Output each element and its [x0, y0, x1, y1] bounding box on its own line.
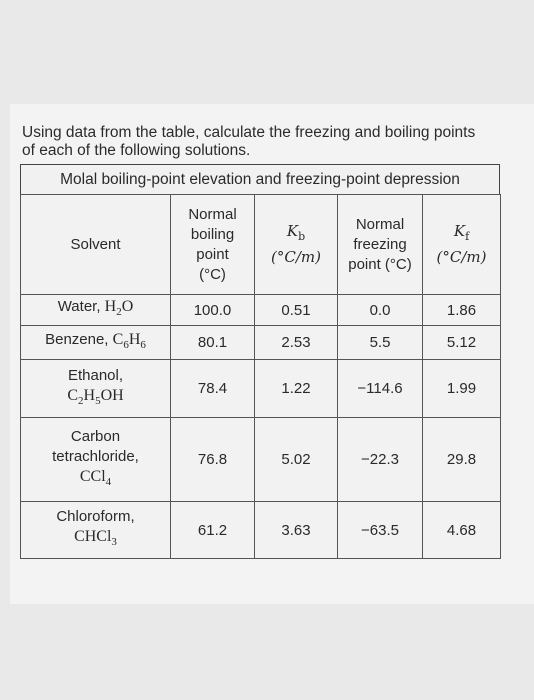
solvent-name-line2: tetrachloride, [52, 447, 139, 465]
header-bp-line2: boiling [190, 225, 235, 243]
boiling-point-cell: 80.1 [170, 325, 255, 360]
header-kb: Kb (°C/m) [254, 194, 338, 295]
table-header-row: Solvent Normal boiling point (°C) Kb (°C… [20, 194, 501, 295]
boiling-point-cell: 100.0 [170, 294, 255, 326]
boiling-point-cell: 61.2 [170, 501, 255, 559]
chemical-formula: C2H5OH [67, 386, 124, 408]
freezing-point-cell: 0.0 [337, 294, 423, 326]
kf-cell: 4.68 [422, 501, 501, 559]
chemical-formula: CCl4 [79, 467, 112, 489]
boiling-point-cell: 78.4 [170, 359, 255, 418]
boiling-point-cell: 76.8 [170, 417, 255, 502]
kb-cell: 3.63 [254, 501, 338, 559]
question-prompt: Using data from the table, calculate the… [22, 124, 476, 159]
header-freezing-point: Normal freezing point (°C) [337, 194, 423, 295]
header-fp-line3: point (°C) [348, 255, 412, 273]
solvent-name: Water, [57, 298, 101, 316]
kb-cell: 2.53 [254, 325, 338, 360]
header-kf-symbol: Kf [453, 222, 470, 243]
table-row: Ethanol, C2H5OH 78.4 1.22 −114.6 1.99 [20, 359, 501, 418]
solvent-cell: Chloroform, CHCl3 [20, 501, 171, 559]
solvent-name: Ethanol, [67, 366, 124, 384]
freezing-point-cell: −63.5 [337, 501, 423, 559]
solvent-cell: Benzene, C6H6 [20, 325, 171, 360]
kf-cell: 1.99 [422, 359, 501, 418]
header-boiling-point: Normal boiling point (°C) [170, 194, 255, 295]
freezing-point-cell: 5.5 [337, 325, 423, 360]
header-kf: Kf (°C/m) [422, 194, 501, 295]
solvent-properties-table: Solvent Normal boiling point (°C) Kb (°C… [20, 194, 501, 559]
kf-cell: 29.8 [422, 417, 501, 502]
header-kb-unit: (°C/m) [271, 248, 321, 266]
header-solvent: Solvent [20, 194, 171, 295]
chemical-formula: CHCl3 [74, 528, 117, 549]
table-row: Chloroform, CHCl3 61.2 3.63 −63.5 4.68 [20, 501, 501, 559]
table-row: Benzene, C6H6 80.1 2.53 5.5 5.12 [20, 325, 501, 360]
header-bp-unit: (°C) [199, 265, 226, 283]
header-fp-line2: freezing [353, 235, 407, 253]
table-caption: Molal boiling-point elevation and freezi… [20, 164, 500, 194]
solvent-name: Carbon [70, 427, 121, 445]
solvent-cell: Water, H2O [20, 294, 171, 326]
kb-cell: 1.22 [254, 359, 338, 418]
table-row: Water, H2O 100.0 0.51 0.0 1.86 [20, 294, 501, 326]
header-kb-symbol: Kb [286, 222, 306, 243]
chemical-formula: C6H6 [112, 330, 146, 352]
header-bp-line1: Normal [188, 205, 237, 223]
solvent-cell: Carbon tetrachloride, CCl4 [20, 417, 171, 502]
header-kf-unit: (°C/m) [436, 248, 487, 266]
solvent-cell: Ethanol, C2H5OH [20, 359, 171, 418]
header-solvent-label: Solvent [70, 235, 121, 253]
kb-cell: 0.51 [254, 294, 338, 326]
header-fp-line1: Normal [355, 215, 405, 233]
kf-cell: 5.12 [422, 325, 501, 360]
header-bp-line3: point [196, 245, 229, 263]
kb-cell: 5.02 [254, 417, 338, 502]
solvent-name: Benzene, [45, 330, 109, 348]
table-row: Carbon tetrachloride, CCl4 76.8 5.02 −22… [20, 417, 501, 502]
freezing-point-cell: −114.6 [337, 359, 423, 418]
freezing-point-cell: −22.3 [337, 417, 423, 502]
chemical-formula: H2O [104, 298, 134, 319]
kf-cell: 1.86 [422, 294, 501, 326]
solvent-name: Chloroform, [56, 508, 135, 526]
